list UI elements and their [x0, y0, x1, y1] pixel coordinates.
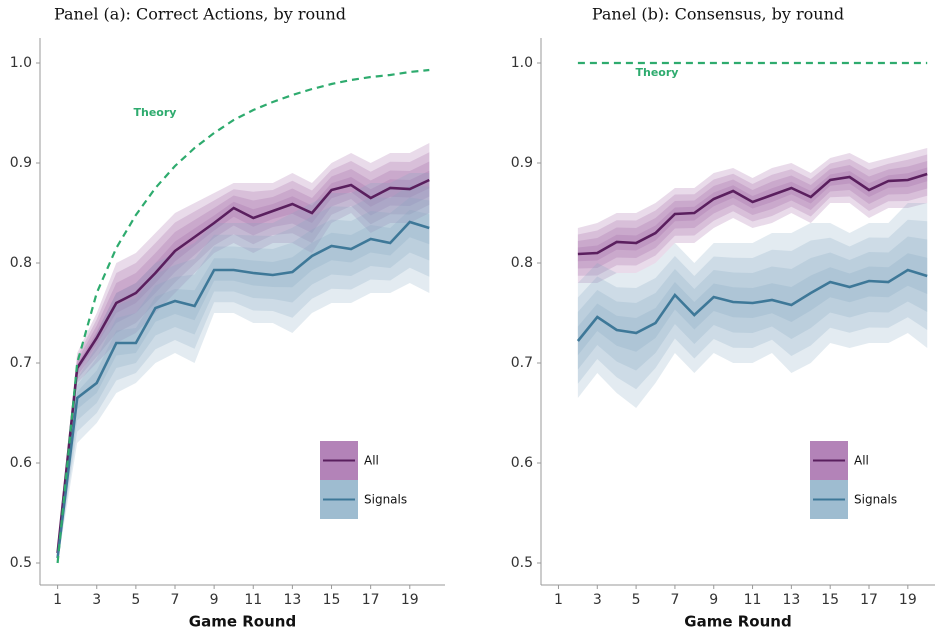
band-shade — [57, 161, 430, 558]
y-tick-label: 1.0 — [10, 55, 32, 71]
theory-label: Theory — [636, 66, 679, 79]
x-tick-label: 19 — [899, 592, 917, 608]
panel-title: Panel (b): Consensus, by round — [592, 5, 844, 24]
legend-label: All — [364, 454, 379, 468]
x-axis-label: Game Round — [189, 613, 296, 631]
band-shade — [577, 219, 928, 390]
x-tick-label: 11 — [744, 592, 762, 608]
legend-label: All — [854, 454, 869, 468]
x-tick-label: 17 — [860, 592, 878, 608]
band-shade — [57, 152, 430, 561]
y-tick-label: 0.9 — [10, 155, 32, 171]
y-tick-label: 0.5 — [10, 555, 32, 571]
x-tick-label: 1 — [554, 592, 563, 608]
y-tick-label: 0.5 — [511, 555, 533, 571]
x-tick-label: 3 — [593, 592, 602, 608]
panel-title: Panel (a): Correct Actions, by round — [54, 5, 346, 24]
y-tick-label: 0.8 — [10, 255, 32, 271]
band-shade — [577, 154, 928, 276]
y-tick-label: 0.6 — [511, 455, 533, 471]
x-tick-label: 7 — [670, 592, 679, 608]
theory-label: Theory — [134, 106, 177, 119]
series-line — [577, 172, 928, 256]
y-tick-label: 0.9 — [511, 155, 533, 171]
series-line — [576, 268, 928, 342]
legend-label: Signals — [854, 493, 897, 507]
x-tick-label: 13 — [283, 592, 301, 608]
y-tick-label: 1.0 — [511, 55, 533, 71]
x-tick-label: 13 — [782, 592, 800, 608]
band — [57, 173, 430, 563]
legend-label: Signals — [364, 493, 407, 507]
theory-line — [56, 68, 430, 564]
band-shade — [57, 209, 430, 560]
x-tick-label: 11 — [244, 592, 262, 608]
x-tick-label: 15 — [323, 592, 341, 608]
band-shade — [577, 161, 928, 269]
x-tick-label: 15 — [821, 592, 839, 608]
x-axis-label: Game Round — [684, 613, 791, 631]
x-tick-label: 9 — [709, 592, 718, 608]
x-tick-label: 3 — [92, 592, 101, 608]
y-tick-label: 0.8 — [511, 255, 533, 271]
y-tick-label: 0.6 — [10, 455, 32, 471]
x-tick-label: 17 — [362, 592, 380, 608]
band — [577, 203, 928, 408]
y-tick-label: 0.7 — [10, 355, 32, 371]
band — [57, 143, 430, 563]
x-tick-label: 1 — [53, 592, 62, 608]
series-line — [56, 220, 430, 559]
band-shade — [577, 167, 928, 262]
x-tick-label: 5 — [632, 592, 641, 608]
band — [577, 148, 928, 283]
y-tick-label: 0.7 — [511, 355, 533, 371]
x-tick-label: 19 — [401, 592, 419, 608]
band-shade — [57, 197, 430, 561]
band-shade — [57, 185, 430, 562]
x-tick-label: 5 — [131, 592, 140, 608]
x-tick-label: 7 — [171, 592, 180, 608]
x-tick-label: 9 — [210, 592, 219, 608]
series-line — [56, 178, 430, 554]
